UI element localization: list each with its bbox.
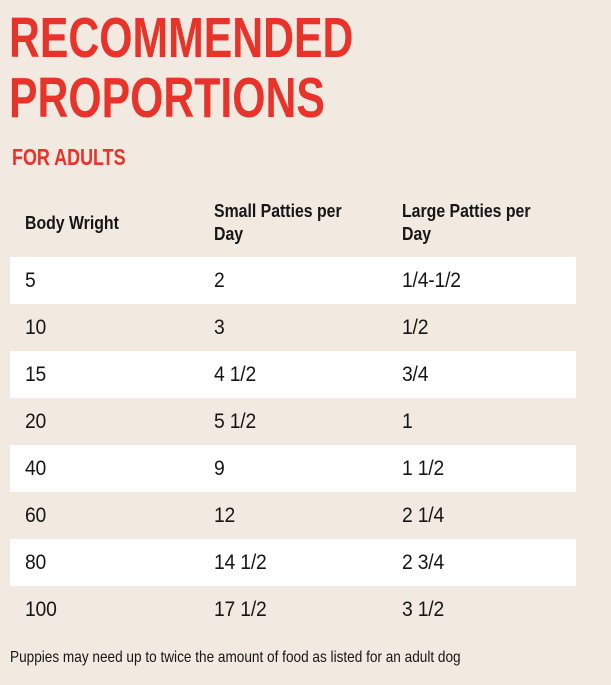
table-row: 80 14 1/2 2 3/4: [10, 539, 576, 586]
table-row: 20 5 1/2 1: [10, 398, 576, 445]
puppies-footnote: Puppies may need up to twice the amount …: [10, 648, 611, 668]
table-cell-small-patties: 12: [213, 503, 235, 527]
table-cell-body-weight: 40: [25, 456, 47, 480]
table-cell-body-weight: 80: [25, 550, 47, 574]
table-row: 100 17 1/2 3 1/2: [10, 586, 576, 633]
table-cell-body-weight: 10: [25, 315, 47, 339]
table-cell-body-weight: 5: [25, 268, 36, 292]
table-header-row: Body Wright Small Patties per Day Large …: [10, 189, 576, 257]
page-title: RECOMMENDED PROPORTIONS: [0, 0, 458, 128]
table-row: 15 4 1/2 3/4: [10, 351, 576, 398]
column-header-small-patties: Small Patties per Day: [213, 201, 342, 244]
proportions-table: Body Wright Small Patties per Day Large …: [10, 189, 576, 633]
table-cell-large-patties: 3 1/2: [402, 597, 445, 621]
table-cell-large-patties: 1: [402, 409, 413, 433]
column-header-body-weight: Body Wright: [25, 212, 119, 233]
table-cell-large-patties: 1/4-1/2: [402, 268, 462, 292]
table-cell-body-weight: 60: [25, 503, 47, 527]
page-title-line-2: PROPORTIONS: [9, 66, 325, 130]
table-row: 40 9 1 1/2: [10, 445, 576, 492]
table-cell-small-patties: 2: [213, 268, 225, 292]
section-subtitle-label: FOR ADULTS: [12, 144, 126, 170]
table-cell-small-patties: 9: [213, 456, 225, 480]
table-cell-large-patties: 3/4: [402, 362, 429, 386]
table-cell-body-weight: 15: [25, 362, 47, 386]
column-header-large-patties: Large Patties per Day: [402, 201, 531, 244]
table-cell-large-patties: 2 3/4: [402, 550, 445, 574]
table-cell-small-patties: 5 1/2: [213, 409, 256, 433]
table-cell-body-weight: 20: [25, 409, 47, 433]
table-body: 5 2 1/4-1/2 10 3 1/2 15 4 1/2 3/4 20 5 1…: [10, 257, 576, 633]
table-row: 5 2 1/4-1/2: [10, 257, 576, 304]
puppies-footnote-text: Puppies may need up to twice the amount …: [10, 649, 461, 666]
table-cell-large-patties: 2 1/4: [402, 503, 445, 527]
table-row: 10 3 1/2: [10, 304, 576, 351]
table-row: 60 12 2 1/4: [10, 492, 576, 539]
table-cell-small-patties: 14 1/2: [213, 550, 267, 574]
section-subtitle: FOR ADULTS: [12, 143, 611, 171]
table-cell-small-patties: 17 1/2: [213, 597, 267, 621]
table-header: Body Wright Small Patties per Day Large …: [10, 189, 576, 257]
page-title-line-1: RECOMMENDED: [9, 6, 354, 70]
table-cell-large-patties: 1 1/2: [402, 456, 445, 480]
table-cell-body-weight: 100: [25, 597, 57, 621]
table-cell-small-patties: 4 1/2: [213, 362, 256, 386]
table-cell-small-patties: 3: [213, 315, 225, 339]
table-cell-large-patties: 1/2: [402, 315, 429, 339]
